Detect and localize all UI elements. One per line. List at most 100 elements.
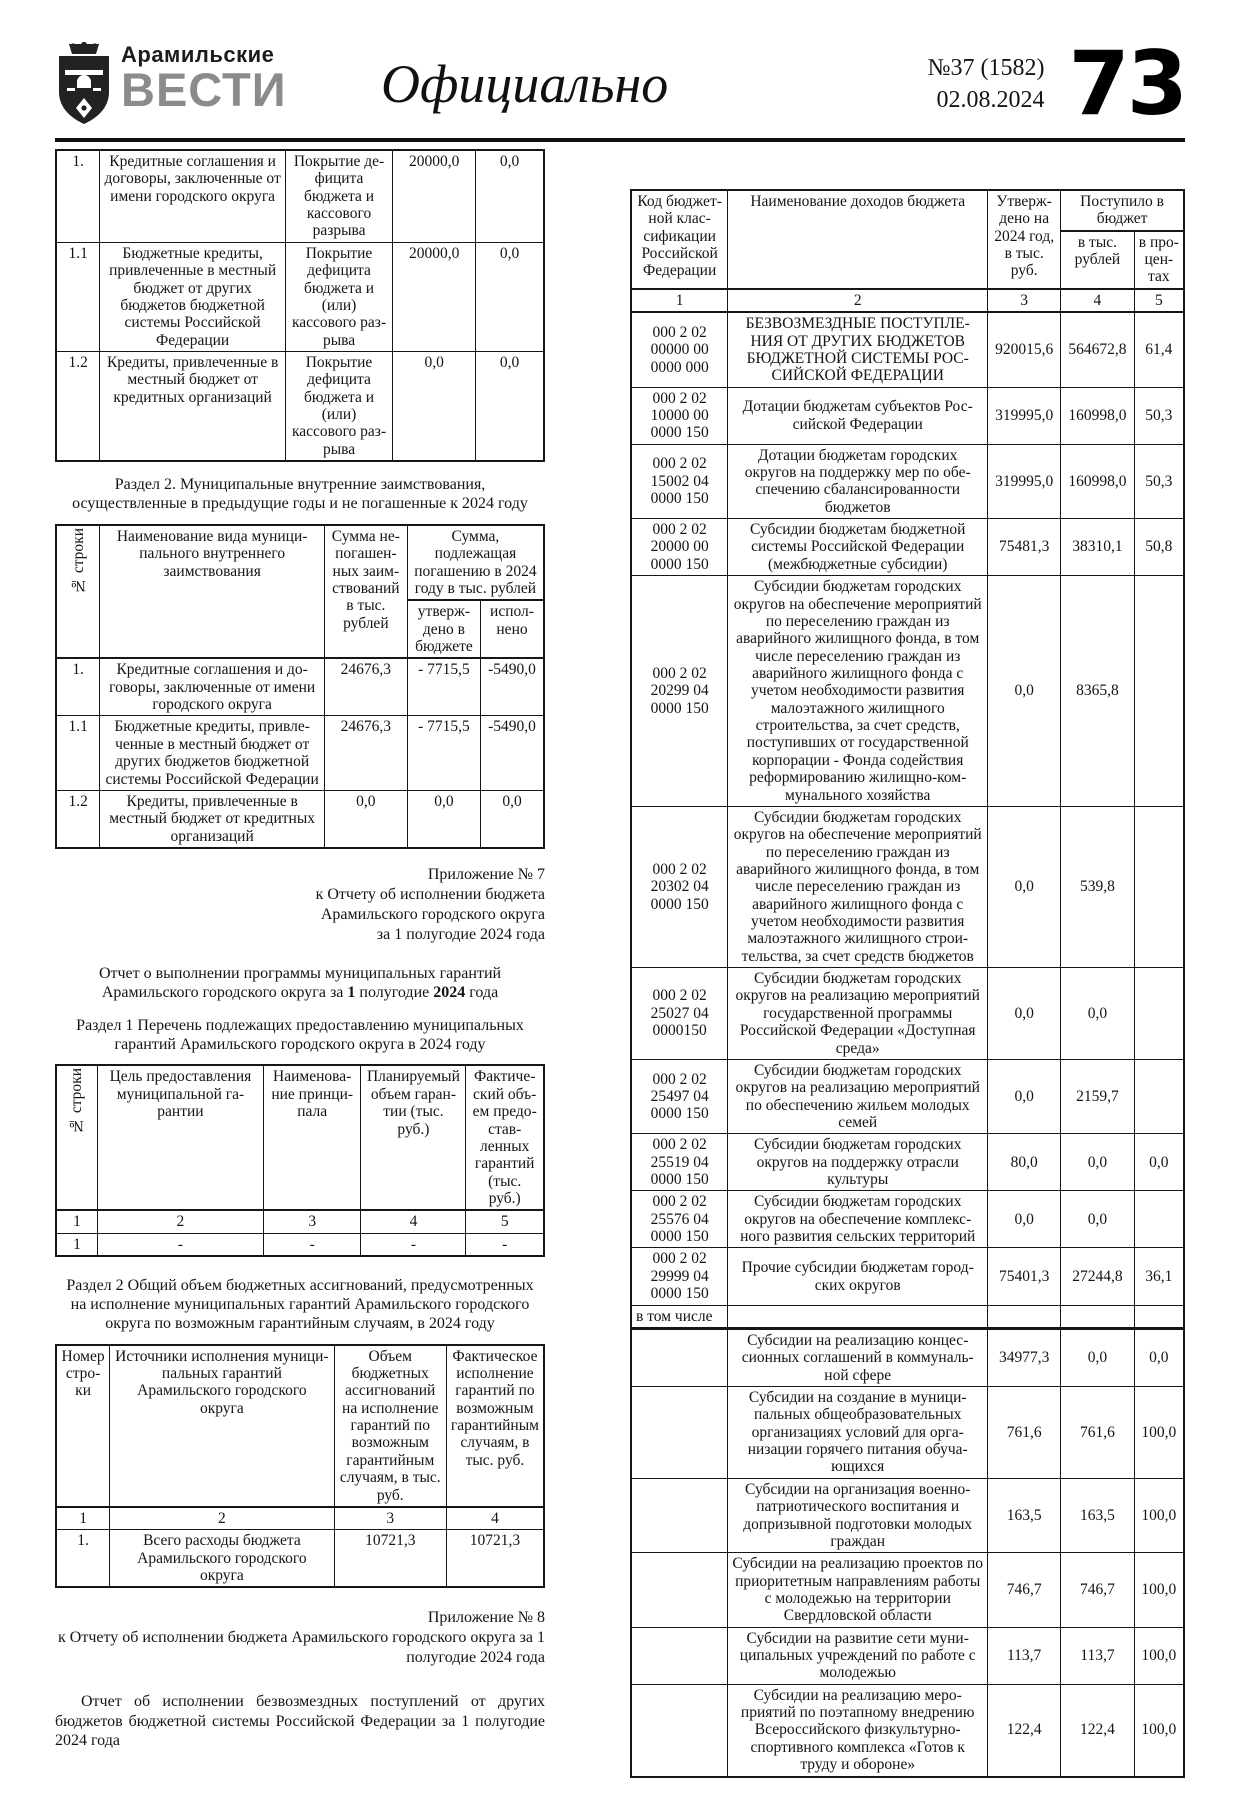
table-cell: Субсидии бюджетам городских округов на р… bbox=[727, 967, 989, 1060]
table-cell: Бюджетные кредиты, привле­ченные в местн… bbox=[99, 715, 325, 791]
table-cell bbox=[1133, 1190, 1185, 1249]
table-cell: 100,0 bbox=[1133, 1386, 1185, 1479]
table-cell: 1 bbox=[630, 288, 729, 314]
appendix-line: к Отчету об исполнении бюджета Арамильск… bbox=[58, 1629, 545, 1647]
table-cell: - bbox=[96, 1232, 264, 1257]
table-cell: 0,0 bbox=[1060, 1133, 1135, 1192]
table-cell: 920015,6 bbox=[987, 311, 1062, 388]
appendix-line: Арамильского городского округа bbox=[320, 905, 545, 923]
table-cell: 1. bbox=[55, 1529, 111, 1588]
table-cell: 1.2 bbox=[55, 789, 101, 849]
table-cell: 000 2 02 20302 04 0000 150 bbox=[630, 805, 729, 969]
table-cell: 36,1 bbox=[1133, 1247, 1185, 1306]
table-cell: Субсидии бюджетам городских округов на р… bbox=[727, 1058, 989, 1135]
table-cell: 746,7 bbox=[987, 1552, 1062, 1628]
appendix-7-note: Приложение № 7 к Отчету об исполнении бю… bbox=[55, 865, 545, 945]
table-cell bbox=[1133, 575, 1185, 807]
table-cell: 000 2 02 20299 04 0000 150 bbox=[630, 575, 729, 807]
table-cell: 8365,8 bbox=[1060, 575, 1135, 807]
table-cell bbox=[1133, 805, 1185, 969]
table-row: 000 2 02 15002 04 0000 150 Дотации бюджет… bbox=[630, 443, 1185, 520]
col-header-actual-execution: Фактиче­ское ис­полнение гарантий по воз… bbox=[445, 1344, 545, 1508]
logo-text: Арамильские ВЕСТИ bbox=[121, 42, 287, 113]
table-cell: 113,7 bbox=[1060, 1626, 1135, 1685]
table-cell: 0,0 bbox=[480, 789, 545, 849]
table-cell: БЕЗВОЗМЕЗДНЫЕ ПОСТУПЛЕ­НИЯ ОТ ДРУГИХ БЮД… bbox=[727, 311, 989, 388]
table-cell: 0,0 bbox=[1060, 967, 1135, 1060]
table-row: Субсидии на реализацию проектов по приор… bbox=[630, 1552, 1185, 1628]
table-cell: 5 bbox=[1133, 288, 1185, 314]
table-cell: 0,0 bbox=[406, 789, 482, 849]
table-cell: - bbox=[262, 1232, 362, 1257]
section-title: Официально bbox=[381, 54, 669, 114]
table-cell: 1 bbox=[55, 1506, 111, 1531]
table-cell: 80,0 bbox=[987, 1133, 1062, 1192]
table-cell: Покрытие дефицита бюд­жета и (или) кассо… bbox=[284, 350, 394, 462]
table-cell bbox=[1060, 1304, 1135, 1330]
guarantee-assignments-table: Номер стро­ки Источники исполнения муниц… bbox=[55, 1343, 545, 1589]
content-columns: 1. Кредитные соглашения и договоры, заклю… bbox=[55, 149, 1185, 1778]
table-cell: 1.1 bbox=[55, 241, 101, 352]
table-cell: 0,0 bbox=[987, 575, 1062, 807]
col-header-sources: Источники исполнения муници­пальных гара… bbox=[109, 1344, 335, 1508]
table-cell: 122,4 bbox=[1060, 1683, 1135, 1778]
table-cell bbox=[1133, 1058, 1185, 1135]
table-cell bbox=[630, 1477, 729, 1554]
col-header-row-number: № строки bbox=[55, 1064, 98, 1212]
table-cell: 100,0 bbox=[1133, 1626, 1185, 1685]
table-cell: 000 2 02 25519 04 0000 150 bbox=[630, 1133, 729, 1192]
table-cell: 761,6 bbox=[1060, 1386, 1135, 1479]
section-1-heading: Раздел 1 Перечень подлежащих предоставле… bbox=[76, 1016, 524, 1053]
table-cell: 61,4 bbox=[1133, 311, 1185, 388]
table-cell: 000 2 02 20000 00 0000 150 bbox=[630, 518, 729, 577]
table-cell bbox=[1133, 967, 1185, 1060]
table-cell: Субсидии на организация военно-патриотич… bbox=[727, 1477, 989, 1554]
guarantees-report-heading: Отчет о выполнении программы муниципальн… bbox=[98, 964, 502, 1001]
table-row: 1. Кредитные соглашения и до­говоры, закл… bbox=[55, 657, 545, 717]
table-cell: 50,8 bbox=[1133, 518, 1185, 577]
table-cell: Субсидии бюджетам городских округов на о… bbox=[727, 805, 989, 969]
col-header-received-percent: в про­цен­тах bbox=[1133, 230, 1185, 290]
table-cell: 100,0 bbox=[1133, 1552, 1185, 1628]
internal-borrowings-table: № строки Наименование вида муници­пально… bbox=[55, 523, 545, 849]
col-header-revenue-name: Наименование доходов бюджета bbox=[727, 189, 989, 290]
table-cell: 2 bbox=[96, 1209, 264, 1234]
section-2b-heading: Раздел 2 Общий объем бюджетных ассигнова… bbox=[66, 1277, 534, 1332]
table-row: 000 2 02 10000 00 0000 150 Дотации бюджет… bbox=[630, 386, 1185, 445]
table-cell: 160998,0 bbox=[1060, 386, 1135, 445]
table-cell: Субсидии на реализацию концес­сионных со… bbox=[727, 1327, 989, 1388]
table-cell: 122,4 bbox=[987, 1683, 1062, 1778]
table-row: Субсидии на реализацию концес­сионных со… bbox=[630, 1327, 1185, 1388]
col-header-received-thousands: в тыс. рублей bbox=[1060, 230, 1135, 290]
table-cell: Субсидии бюджетам городских округов на о… bbox=[727, 1190, 989, 1249]
table-cell: 3 bbox=[262, 1209, 362, 1234]
table-row: 000 2 02 20302 04 0000 150 Субсидии бюдже… bbox=[630, 805, 1185, 969]
left-column: 1. Кредитные соглашения и договоры, заклю… bbox=[55, 149, 545, 1778]
table-cell: 539,8 bbox=[1060, 805, 1135, 969]
issue-block: №37 (1582) 02.08.2024 bbox=[928, 52, 1045, 117]
col-header-principal: Наименова­ние принци­пала bbox=[262, 1064, 362, 1212]
table-cell: Дотации бюджетам субъектов Рос­сийской Ф… bbox=[727, 386, 989, 445]
table-cell: 4 bbox=[1060, 288, 1135, 314]
table-cell: 24676,3 bbox=[323, 715, 408, 791]
budget-revenues-table: Код бюджет­ной клас­сификации Российской… bbox=[630, 189, 1185, 1778]
table-cell: 000 2 02 25027 04 0000150 bbox=[630, 967, 729, 1060]
table-cell: 0,0 bbox=[323, 789, 408, 849]
table-cell: 10721,3 bbox=[333, 1529, 447, 1588]
table-cell: 000 2 02 00000 00 0000 000 bbox=[630, 311, 729, 388]
city-emblem-icon bbox=[59, 42, 109, 124]
table-row: 1. Всего расходы бюджета Арамиль­ского го… bbox=[55, 1529, 545, 1588]
table-cell: 0,0 bbox=[1133, 1327, 1185, 1388]
table-cell: 34977,3 bbox=[987, 1327, 1062, 1388]
section-2-heading: Раздел 2. Муниципальные внутренние заимс… bbox=[72, 476, 528, 512]
col-header-borrowing-name: Наименование вида муници­пального внутре… bbox=[99, 524, 325, 660]
table-cell: 27244,8 bbox=[1060, 1247, 1135, 1306]
table-cell: Бюджетные кредиты, привлеченные в местны… bbox=[99, 241, 286, 352]
table-cell: 1.2 bbox=[55, 350, 101, 462]
table-row: 000 2 02 25497 04 0000 150 Субсидии бюдже… bbox=[630, 1058, 1185, 1135]
appendix-8-note: Приложение № 8 к Отчету об исполнении бю… bbox=[55, 1608, 545, 1668]
table-cell: 160998,0 bbox=[1060, 443, 1135, 520]
appendix-line: к Отчету об исполнении бюджета bbox=[315, 885, 545, 903]
